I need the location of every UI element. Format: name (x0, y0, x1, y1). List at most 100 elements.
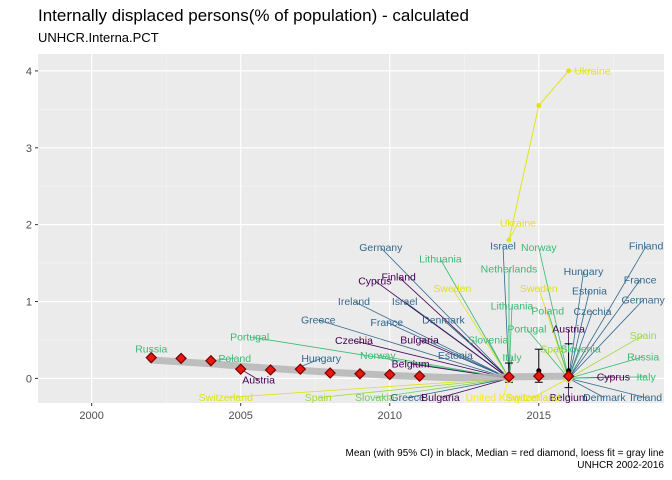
country-label: Ukraine (500, 218, 536, 230)
label-leader-line (568, 378, 647, 399)
median-diamond (532, 370, 545, 382)
chart-caption-line2: UNHCR 2002-2016 (577, 460, 664, 471)
country-label: France (370, 317, 403, 329)
x-tick-label: 2000 (79, 410, 103, 422)
country-label: Belgium (392, 358, 430, 370)
label-leader-line (374, 378, 510, 399)
country-label: Spain (630, 330, 657, 342)
plot-panel (38, 54, 664, 403)
country-label: Hungary (564, 266, 604, 278)
country-label: Finland (629, 241, 664, 253)
y-tick-label: 2 (26, 220, 32, 232)
label-leader-line (440, 259, 510, 379)
country-label: Norway (360, 350, 396, 362)
country-label: Ireland (338, 296, 370, 308)
label-leader-line (568, 279, 641, 379)
country-label: Austria (552, 324, 585, 336)
label-leader-line (568, 245, 647, 379)
median-diamond (383, 368, 396, 381)
country-label: Sweden (433, 283, 471, 295)
country-label: Portugal (230, 331, 269, 343)
country-label: Denmark (583, 392, 626, 404)
median-diamond (205, 354, 217, 367)
country-label: Slovenia (468, 334, 508, 346)
country-label: Sweden (520, 283, 558, 295)
country-label: Israel (490, 241, 516, 253)
label-leader-line (532, 378, 569, 398)
label-leader-line (538, 247, 569, 379)
median-diamond (354, 367, 366, 380)
chart-title: Internally displaced persons(% of popula… (38, 6, 469, 25)
country-label: Russia (135, 344, 167, 356)
median-diamond (324, 367, 336, 379)
country-label: Ireland (630, 392, 662, 404)
median-diamond (264, 364, 277, 376)
country-label: Israel (392, 296, 418, 308)
label-leader-line (526, 328, 569, 379)
label-leader-line (568, 378, 605, 398)
country-label: Austria (242, 374, 275, 386)
country-label: Netherlands (481, 264, 538, 276)
label-leader-line (502, 246, 510, 379)
ukraine-point (566, 68, 572, 74)
label-leader-line (386, 321, 510, 379)
label-leader-line (568, 356, 644, 379)
label-leader-line (547, 310, 569, 379)
label-leader-line (374, 280, 510, 379)
ukraine-point (536, 103, 542, 109)
median-diamond (175, 352, 187, 365)
country-label: Germany (359, 242, 403, 254)
country-label: Cyprus (597, 371, 630, 383)
label-leader-line (353, 301, 510, 379)
country-label: Italy (636, 371, 656, 383)
label-leader-line (568, 311, 593, 379)
country-label: Germany (622, 294, 666, 306)
country-label: Ukraine (574, 65, 610, 77)
country-label: Switzerland (199, 392, 253, 404)
country-label: Slovenia (560, 344, 600, 356)
label-leader-line (398, 276, 510, 379)
chart-subtitle: UNHCR.Interna.PCT (38, 30, 159, 45)
label-leader-line (300, 358, 322, 368)
y-tick-label: 4 (26, 66, 32, 78)
country-label: Czechia (573, 306, 611, 318)
country-label: Russia (627, 351, 659, 363)
country-label: Slovakia (355, 392, 395, 404)
country-label: Estonia (438, 350, 473, 362)
country-label: Estonia (572, 285, 607, 297)
country-label: Greece (390, 392, 425, 404)
x-tick-label: 2015 (527, 410, 551, 422)
label-leader-line (508, 222, 519, 241)
label-leader-line (568, 335, 644, 379)
country-label: Bulgaria (400, 334, 439, 346)
ukraine-point (506, 237, 512, 243)
country-label: Poland (531, 305, 564, 317)
country-label: Czechia (335, 335, 373, 347)
country-label: Spain (305, 392, 332, 404)
y-tick-label: 0 (26, 373, 32, 385)
country-label: Poland (218, 353, 251, 365)
median-diamond (413, 370, 426, 382)
country-label: France (624, 275, 657, 287)
median-diamond (503, 371, 515, 383)
country-label: Italy (502, 352, 522, 364)
x-tick-label: 2010 (378, 410, 402, 422)
country-label: Denmark (422, 314, 465, 326)
label-leader-line (318, 319, 510, 379)
median-diamond (234, 363, 247, 376)
label-leader-line (407, 378, 510, 399)
label-leader-line (568, 376, 647, 379)
country-label: Portugal (507, 324, 546, 336)
label-leader-line (380, 247, 510, 379)
y-tick-label: 3 (26, 143, 32, 155)
label-leader-line (568, 290, 590, 379)
label-leader-line (249, 336, 510, 379)
country-label: Spain (540, 344, 567, 356)
label-leader-line (568, 271, 584, 379)
chart-caption-line1: Mean (with 95% CI) in black, Median = re… (345, 448, 665, 459)
country-label: Finland (381, 271, 416, 283)
country-label: Hungary (301, 353, 341, 365)
x-tick-label: 2005 (228, 410, 252, 422)
country-label: Cyprus (358, 275, 391, 287)
